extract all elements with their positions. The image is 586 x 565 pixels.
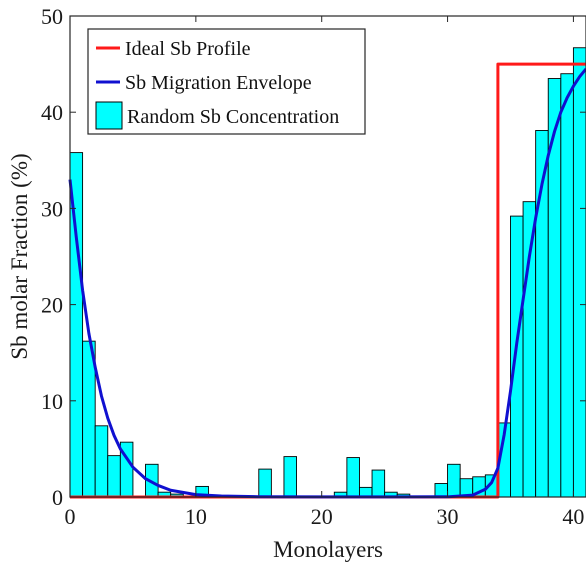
bar xyxy=(447,463,461,498)
y-tick-label: 50 xyxy=(41,4,63,29)
y-tick-label: 40 xyxy=(41,100,63,125)
legend-swatch-random xyxy=(95,101,123,130)
x-tick-label: 10 xyxy=(185,504,207,529)
legend-box xyxy=(87,28,366,135)
x-tick-label: 40 xyxy=(562,504,584,529)
y-tick-label: 20 xyxy=(41,293,63,318)
x-tick-label: 20 xyxy=(311,504,333,529)
bar xyxy=(522,201,537,498)
legend-label-envelope: Sb Migration Envelope xyxy=(125,72,312,94)
y-axis-label: Sb molar Fraction (%) xyxy=(7,153,32,359)
x-tick-label: 30 xyxy=(437,504,459,529)
legend-label-random: Random Sb Concentration xyxy=(127,106,339,128)
plot-frame xyxy=(69,15,586,498)
bar xyxy=(510,215,524,498)
bar xyxy=(547,78,562,498)
legend-label-ideal: Ideal Sb Profile xyxy=(125,38,251,60)
bar xyxy=(107,455,121,498)
bar xyxy=(258,468,272,498)
bar xyxy=(371,469,386,498)
bar xyxy=(434,483,449,498)
bar xyxy=(572,47,586,498)
legend: Ideal Sb Profile Sb Migration Envelope R… xyxy=(87,28,366,135)
bar xyxy=(560,73,574,498)
x-tick-label: 0 xyxy=(65,504,76,529)
y-tick-label: 0 xyxy=(52,485,63,510)
y-tick-label: 10 xyxy=(41,389,63,414)
x-axis-ticks: 0 10 20 30 40 xyxy=(65,16,584,529)
bar xyxy=(283,456,297,498)
bar xyxy=(94,425,109,498)
y-tick-label: 30 xyxy=(41,196,63,221)
bar xyxy=(346,457,360,498)
x-axis-label: Monolayers xyxy=(273,537,383,562)
y-axis-ticks: 0 10 20 30 40 50 xyxy=(41,4,586,510)
